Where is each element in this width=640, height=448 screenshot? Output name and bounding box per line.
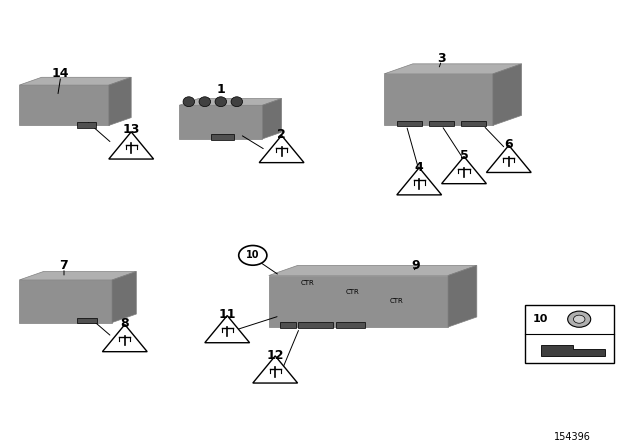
Text: 9: 9 xyxy=(412,258,420,272)
Text: 11: 11 xyxy=(218,308,236,322)
Circle shape xyxy=(239,246,267,265)
Text: 10: 10 xyxy=(246,250,260,260)
Text: 13: 13 xyxy=(122,123,140,137)
Text: 4: 4 xyxy=(415,160,424,174)
Text: 12: 12 xyxy=(266,349,284,362)
Circle shape xyxy=(568,311,591,327)
Polygon shape xyxy=(442,156,486,184)
Polygon shape xyxy=(486,145,531,172)
Polygon shape xyxy=(541,345,605,356)
Polygon shape xyxy=(179,99,282,105)
Polygon shape xyxy=(262,99,282,139)
Bar xyxy=(336,322,365,328)
Polygon shape xyxy=(269,265,477,276)
Ellipse shape xyxy=(231,97,243,107)
Polygon shape xyxy=(102,324,147,352)
Polygon shape xyxy=(179,105,262,139)
Ellipse shape xyxy=(215,97,227,107)
Polygon shape xyxy=(259,135,304,163)
Polygon shape xyxy=(384,74,493,125)
Polygon shape xyxy=(19,78,131,85)
Text: 3: 3 xyxy=(437,52,446,65)
Text: 14: 14 xyxy=(52,67,70,81)
Polygon shape xyxy=(19,280,112,323)
Polygon shape xyxy=(448,265,477,327)
Text: 1: 1 xyxy=(216,83,225,96)
Bar xyxy=(429,121,454,126)
Bar xyxy=(298,322,333,328)
Text: CTR: CTR xyxy=(300,280,314,286)
Circle shape xyxy=(573,315,585,323)
Polygon shape xyxy=(109,78,131,125)
Text: 5: 5 xyxy=(460,149,468,163)
Polygon shape xyxy=(19,271,136,280)
Polygon shape xyxy=(493,64,522,125)
Text: 8: 8 xyxy=(120,317,129,331)
Bar xyxy=(280,322,296,328)
Text: 7: 7 xyxy=(60,258,68,272)
Text: CTR: CTR xyxy=(345,289,359,295)
Polygon shape xyxy=(112,271,136,323)
Polygon shape xyxy=(19,85,109,125)
Polygon shape xyxy=(205,315,250,343)
Polygon shape xyxy=(397,168,442,195)
Text: 6: 6 xyxy=(504,138,513,151)
Bar xyxy=(211,134,234,140)
Polygon shape xyxy=(384,64,522,74)
Bar xyxy=(525,305,614,363)
Bar xyxy=(397,121,422,126)
Text: 2: 2 xyxy=(277,128,286,141)
Bar xyxy=(77,122,96,128)
Ellipse shape xyxy=(183,97,195,107)
Polygon shape xyxy=(109,132,154,159)
Ellipse shape xyxy=(199,97,211,107)
Text: 10: 10 xyxy=(533,314,548,324)
Polygon shape xyxy=(253,356,298,383)
Text: 154396: 154396 xyxy=(554,432,591,442)
Bar xyxy=(77,318,97,323)
Polygon shape xyxy=(269,276,448,327)
Bar xyxy=(461,121,486,126)
Text: CTR: CTR xyxy=(390,298,404,304)
